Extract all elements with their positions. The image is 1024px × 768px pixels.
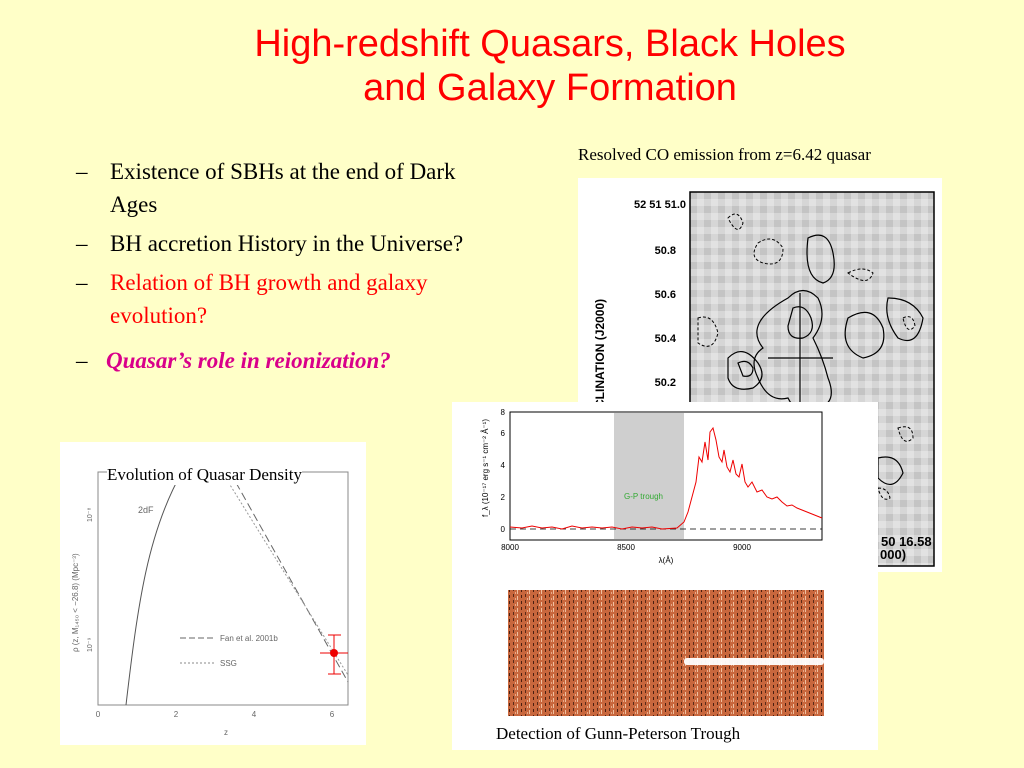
density-2df-curve <box>125 471 183 706</box>
co-map-crosshair <box>768 293 833 408</box>
spectrum-x-tick: 8000 <box>501 543 519 552</box>
title-line-2: and Galaxy Formation <box>363 67 737 109</box>
spectrum-y-tick: 4 <box>501 461 506 470</box>
density-2df-label: 2dF <box>138 505 154 515</box>
density-svg: 2dF Fan et al. 2001b SSG 0 2 4 6 z 10⁻⁸ … <box>71 471 349 737</box>
density-figure: 2dF Fan et al. 2001b SSG 0 2 4 6 z 10⁻⁸ … <box>60 442 366 745</box>
bullet-2: – BH accretion History in the Universe? <box>76 227 466 260</box>
co-x-label-fragment: 000) <box>880 547 906 562</box>
density-y-tick-top: 10⁻⁸ <box>87 508 94 522</box>
density-y-label: ρ (z, M₁₄₅₀ < −26.8) (Mpc⁻³) <box>71 553 80 652</box>
spectrum-y-tick: 0 <box>501 525 506 534</box>
bullet-1: – Existence of SBHs at the end of Dark Ag… <box>76 155 466 221</box>
gp-trough-band <box>614 413 684 539</box>
co-y-tick: 50.4 <box>655 333 677 345</box>
gp-2d-spectrum-image <box>508 590 824 716</box>
co-y-tick: 50.2 <box>655 377 676 389</box>
spectrum-y-label: f_λ (10⁻¹⁷ erg s⁻¹ cm⁻² Å⁻¹) <box>481 419 490 517</box>
density-y-tick-mid: 10⁻⁹ <box>87 638 94 652</box>
spectrum-frame <box>509 411 823 541</box>
bullet-text: Existence of SBHs at the end of Dark Age… <box>110 159 456 217</box>
bullet-dash: – <box>76 231 88 256</box>
gp-caption: Detection of Gunn-Peterson Trough <box>496 724 741 743</box>
legend-fan-label: Fan et al. 2001b <box>220 634 278 643</box>
bullet-text: BH accretion History in the Universe? <box>110 231 464 256</box>
density-x-tick: 2 <box>174 710 179 719</box>
density-x-tick: 6 <box>330 710 335 719</box>
bullet-4: – Quasar’s role in reionization? <box>76 344 466 377</box>
legend-ssg-label: SSG <box>220 659 237 668</box>
density-data-point <box>320 634 348 675</box>
bullet-dash: – <box>76 348 88 373</box>
density-caption: Evolution of Quasar Density <box>107 465 302 485</box>
spectrum-y-tick: 2 <box>501 493 506 502</box>
density-ssg-line <box>221 471 349 676</box>
density-frame <box>97 471 349 706</box>
density-x-label: z <box>224 728 228 737</box>
spectrum-x-label: λ(Å) <box>659 556 674 565</box>
bullet-3: – Relation of BH growth and galaxy evolut… <box>76 266 466 332</box>
spectrum-curve <box>509 426 823 530</box>
spectrum-x-tick: 9000 <box>733 543 751 552</box>
co-y-tick: 52 51 51.0 <box>634 199 686 211</box>
co-y-label: CLINATION (J2000) <box>593 299 607 408</box>
title-line-1: High-redshift Quasars, Black Holes <box>254 23 846 65</box>
spectrum-svg: G-P trough 8000 8500 9000 λ(Å) 0 2 4 6 8… <box>481 408 824 716</box>
bullet-text: Relation of BH growth and galaxy evoluti… <box>110 270 428 328</box>
density-x-tick: 0 <box>96 710 101 719</box>
spectrum-y-tick: 6 <box>501 429 506 438</box>
gp-continuum-trace <box>684 658 824 665</box>
density-fan-line <box>229 471 349 683</box>
bullet-dash: – <box>76 270 88 295</box>
slide-title: High-redshift Quasars, Black Holes and G… <box>140 22 960 110</box>
co-x-tick-fragment: 50 16.58 <box>881 534 932 549</box>
bullet-text: Quasar’s role in reionization? <box>106 348 391 373</box>
co-y-tick: 50.8 <box>655 245 676 257</box>
spectrum-figure: G-P trough 8000 8500 9000 λ(Å) 0 2 4 6 8… <box>452 402 878 750</box>
co-y-tick: 50.6 <box>655 289 676 301</box>
gp-trough-label: G-P trough <box>624 492 663 501</box>
co-map-caption: Resolved CO emission from z=6.42 quasar <box>578 145 871 164</box>
bullet-list: – Existence of SBHs at the end of Dark Ag… <box>76 155 466 383</box>
spectrum-x-tick: 8500 <box>617 543 635 552</box>
bullet-dash: – <box>76 159 88 184</box>
spectrum-y-tick: 8 <box>501 408 506 417</box>
density-x-tick: 4 <box>252 710 257 719</box>
